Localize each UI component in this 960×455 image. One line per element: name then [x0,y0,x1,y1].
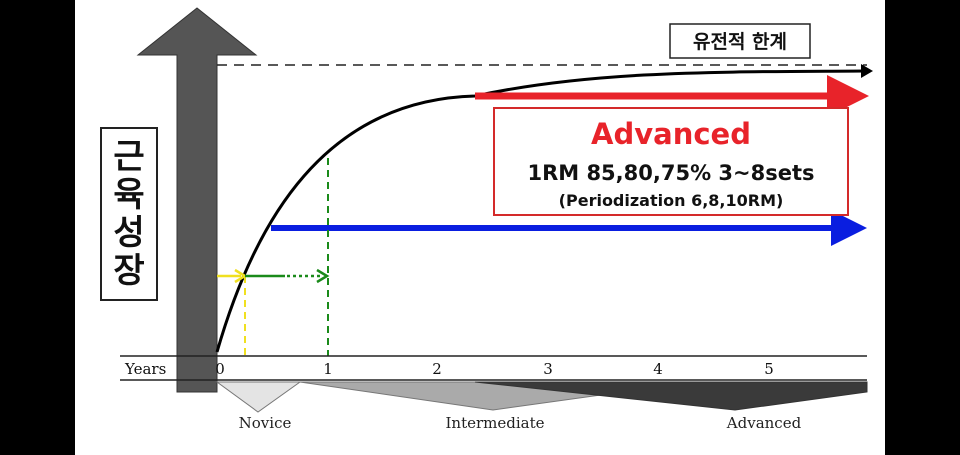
growth-diagram: 근 육 성 장 유전적 한계 Advanced 1RM 85,80,75% 3~… [100,7,873,432]
y-axis-label-box [100,127,158,301]
stage-advanced: Advanced [726,414,802,432]
years-label: Years [124,360,166,378]
y-axis-arrow [136,7,258,393]
year-tick-3: 3 [543,360,553,378]
y-axis-label-char-4: 장 [113,251,144,291]
advanced-title: Advanced [591,117,751,151]
year-tick-0: 0 [215,360,225,378]
y-axis-label-char-2: 육 [113,175,144,215]
stage-novice: Novice [239,414,292,432]
year-tick-1: 1 [323,360,333,378]
growth-curve [215,69,866,353]
advanced-line2: (Periodization 6,8,10RM) [559,191,784,210]
year-tick-4: 4 [653,360,663,378]
limit-label-box [669,23,811,59]
limit-label: 유전적 한계 [693,31,787,53]
year-tick-2: 2 [432,360,442,378]
curve-arrowhead [861,64,873,78]
slide: 근 육 성 장 유전적 한계 Advanced 1RM 85,80,75% 3~… [75,0,885,455]
green-arrowhead [316,268,330,284]
y-axis-label-char-3: 성 [113,213,144,253]
stage-intermediate: Intermediate [445,414,544,432]
advanced-box [493,107,849,216]
advanced-wedge [474,381,868,411]
novice-wedge [215,381,302,413]
year-tick-5: 5 [764,360,774,378]
advanced-line1: 1RM 85,80,75% 3~8sets [527,161,814,185]
y-axis-label-char-1: 근 [113,137,144,177]
